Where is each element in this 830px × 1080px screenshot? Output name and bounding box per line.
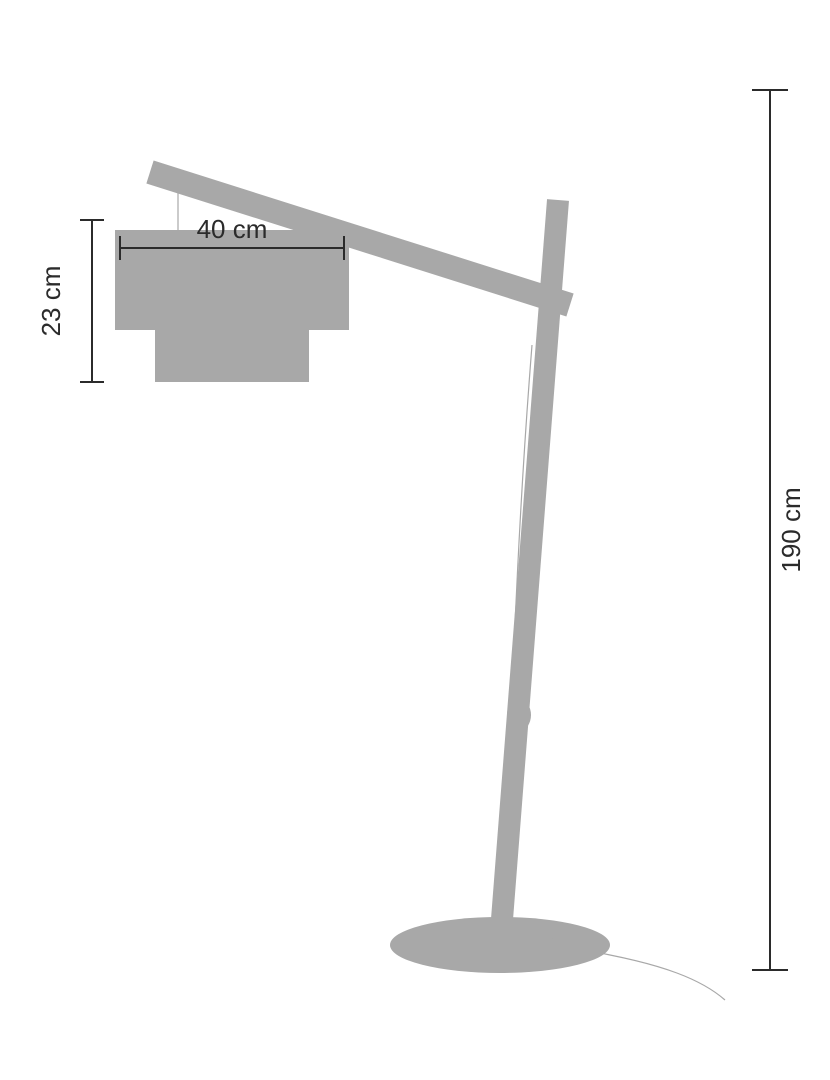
dim-total-height: 190 cm — [752, 90, 806, 970]
lamp-knob — [507, 699, 531, 731]
dim-shade-height: 23 cm — [36, 220, 104, 382]
dim-shade-width-label: 40 cm — [197, 214, 268, 244]
dim-shade-height-label: 23 cm — [36, 266, 66, 337]
shade-lower — [155, 330, 309, 382]
lamp-dimension-diagram: 40 cm 23 cm 190 cm — [0, 0, 830, 1080]
shade-upper — [115, 230, 349, 330]
dim-total-height-label: 190 cm — [776, 487, 806, 572]
